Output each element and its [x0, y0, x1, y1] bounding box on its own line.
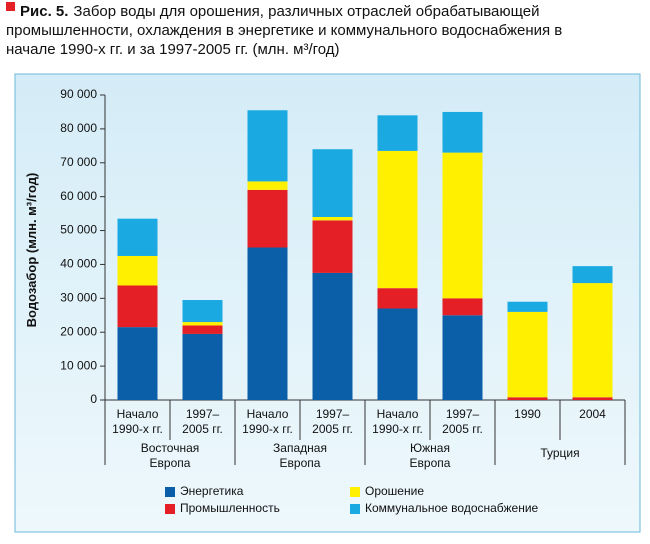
bar-segment: [572, 266, 613, 284]
title-line: Рис. 5. Забор воды для орошения, различны…: [20, 3, 540, 20]
legend-swatch: [165, 487, 175, 497]
group-label: Европа: [150, 456, 191, 470]
bar-segment: [442, 315, 483, 400]
x-tick-label: 2004: [579, 407, 606, 421]
legend-label: Орошение: [365, 484, 424, 498]
x-tick-label: 2005 гг.: [442, 422, 483, 436]
bar-segment: [572, 283, 613, 398]
bar-segment: [442, 298, 483, 316]
bar-segment: [247, 181, 288, 190]
bar-segment: [377, 115, 418, 151]
y-tick-label: 10 000: [60, 358, 97, 372]
figure-label: Рис. 5.: [20, 3, 68, 20]
bar-segment: [312, 272, 353, 400]
bar-segment: [312, 149, 353, 217]
x-tick-label: 1990-х гг.: [112, 422, 163, 436]
bar-segment: [247, 110, 288, 182]
y-tick-label: 50 000: [60, 223, 97, 237]
bar-segment: [507, 397, 548, 400]
group-label: Западная: [273, 441, 327, 455]
bar-segment: [117, 285, 158, 328]
group-label: Восточная: [141, 441, 200, 455]
bar-segment: [507, 311, 548, 398]
bar-segment: [377, 150, 418, 289]
group-label: Турция: [540, 446, 579, 460]
bar-segment: [182, 300, 223, 323]
y-axis-title: Водозабор (млн. м³/год): [24, 173, 39, 328]
x-tick-label: 1990-х гг.: [242, 422, 293, 436]
y-tick-label: 90 000: [60, 87, 97, 101]
group-label: Европа: [280, 456, 321, 470]
x-tick-label: 2005 гг.: [182, 422, 223, 436]
bar-segment: [442, 111, 483, 153]
legend-swatch: [350, 487, 360, 497]
bar-segment: [117, 255, 158, 286]
x-tick-label: Начало: [377, 407, 419, 421]
legend-swatch: [350, 504, 360, 514]
bar-segment: [117, 218, 158, 256]
bar-segment: [377, 308, 418, 400]
x-tick-label: Начало: [117, 407, 159, 421]
bar-segment: [182, 325, 223, 334]
bar-segment: [377, 288, 418, 309]
y-tick-label: 60 000: [60, 189, 97, 203]
x-tick-label: Начало: [247, 407, 289, 421]
legend-swatch: [165, 504, 175, 514]
bar-segment: [247, 189, 288, 248]
title-text: Забор воды для орошения, различных отрас…: [73, 3, 539, 20]
bar-segment: [182, 322, 223, 326]
y-tick-label: 70 000: [60, 155, 97, 169]
title-marker: [6, 2, 15, 11]
title-line: начале 1990-х гг. и за 1997-2005 гг. (мл…: [6, 41, 340, 58]
legend-label: Энергетика: [180, 484, 244, 498]
y-tick-label: 30 000: [60, 291, 97, 305]
x-tick-label: 1997–: [186, 407, 220, 421]
group-label: Южная: [410, 441, 450, 455]
bar-segment: [572, 397, 613, 400]
bar-segment: [312, 217, 353, 221]
bar-segment: [247, 247, 288, 400]
legend-label: Промышленность: [180, 501, 280, 515]
y-tick-label: 80 000: [60, 121, 97, 135]
x-tick-label: 1997–: [446, 407, 480, 421]
title-line: промышленности, охлаждения в энергетике …: [6, 22, 562, 39]
group-label: Европа: [410, 456, 451, 470]
bar-segment: [442, 152, 483, 299]
bar-segment: [312, 220, 353, 273]
x-tick-label: 1997–: [316, 407, 350, 421]
x-tick-label: 1990-х гг.: [372, 422, 423, 436]
x-tick-label: 1990: [514, 407, 541, 421]
legend-label: Коммунальное водоснабжение: [365, 501, 539, 515]
bar-segment: [117, 327, 158, 400]
y-tick-label: 20 000: [60, 324, 97, 338]
x-tick-label: 2005 гг.: [312, 422, 353, 436]
bar-segment: [507, 301, 548, 312]
y-tick-label: 40 000: [60, 257, 97, 271]
bar-segment: [182, 333, 223, 400]
y-tick-label: 0: [90, 392, 97, 406]
